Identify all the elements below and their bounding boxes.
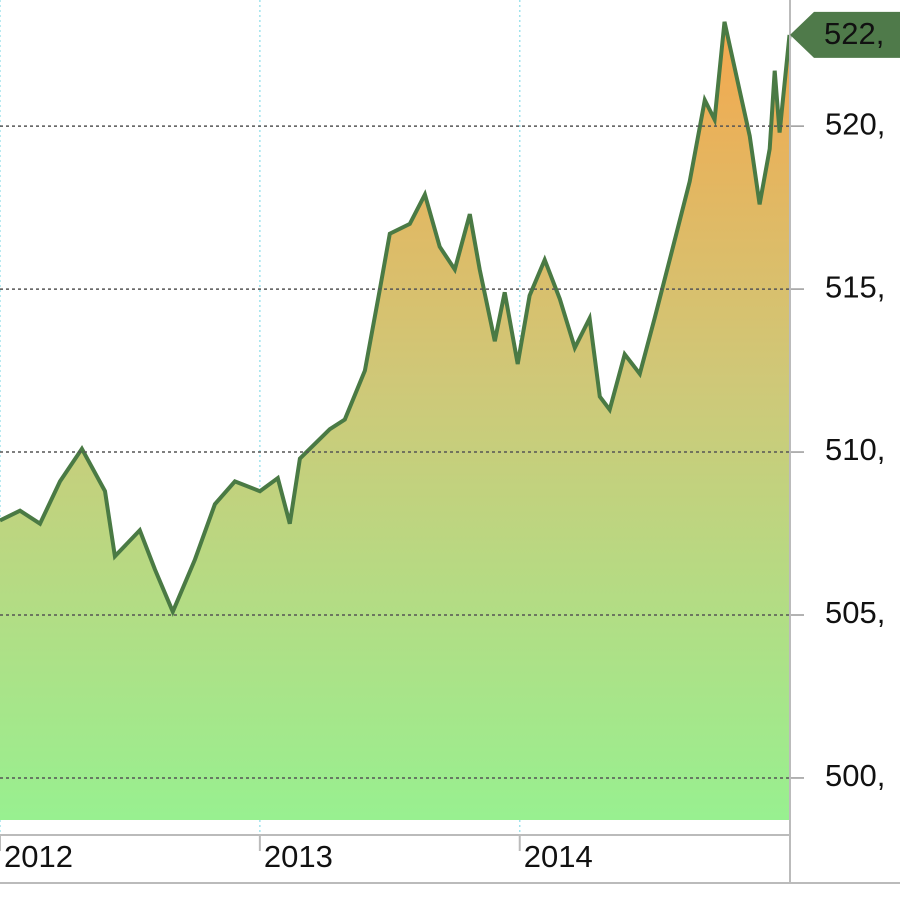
- current-value-label: 522,: [824, 16, 884, 51]
- y-tick-label: 510,: [825, 432, 885, 467]
- price-line: [0, 21, 792, 617]
- area-fill: [0, 21, 790, 821]
- current-value-badge: [790, 11, 900, 58]
- y-tick-label: 520,: [825, 106, 885, 141]
- x-tick-label: 2014: [524, 839, 593, 874]
- x-tick-label: 2012: [4, 839, 73, 874]
- y-tick-label: 505,: [825, 595, 885, 630]
- y-tick-label: 515,: [825, 269, 885, 304]
- y-tick-label: 500,: [825, 758, 885, 793]
- x-tick-label: 2013: [264, 839, 333, 874]
